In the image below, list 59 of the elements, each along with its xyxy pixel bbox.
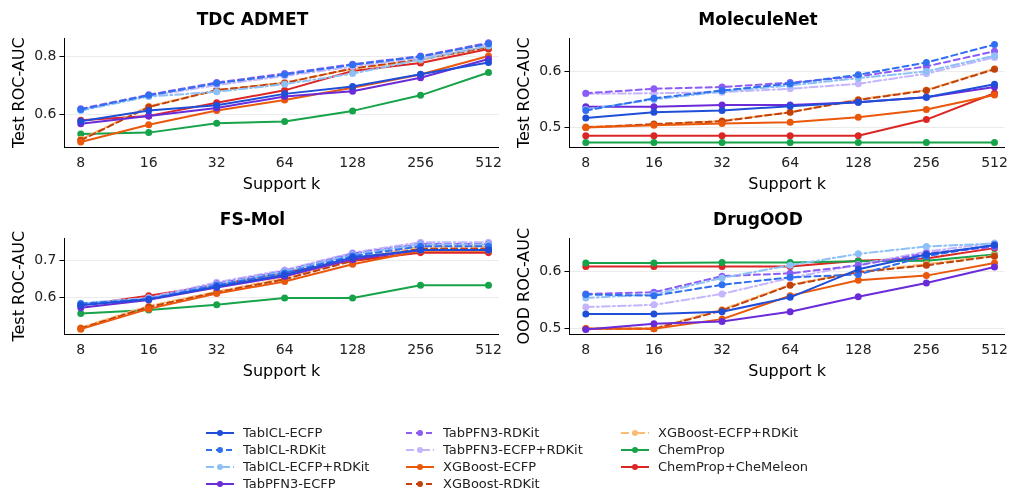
x-tick-label: 8	[581, 154, 591, 171]
x-tick-label: 16	[139, 341, 158, 358]
legend-label: TabICL-ECFP+RDKit	[243, 459, 370, 474]
y-tick-label: 0.6	[539, 62, 562, 79]
x-tick-label: 256	[913, 154, 940, 171]
x-tick-label: 64	[781, 154, 800, 171]
x-tick-label: 16	[139, 154, 158, 171]
legend-label: ChemProp	[658, 442, 725, 457]
x-tick-label: 16	[645, 341, 663, 358]
x-tick-label: 512	[475, 341, 502, 358]
y-tick-label: 0.6	[34, 105, 57, 122]
y-axis-title: OOD ROC-AUC	[513, 227, 533, 345]
x-tick-label: 64	[275, 341, 294, 358]
x-axis-title: Support k	[748, 360, 827, 380]
x-tick-label: 8	[581, 341, 591, 358]
x-tick-label: 512	[981, 341, 1008, 358]
y-tick-label: 0.5	[539, 319, 562, 336]
x-tick-label: 32	[207, 154, 226, 171]
legend-label: XGBoost-ECFP+RDKit	[658, 425, 799, 440]
x-tick-label: 128	[844, 341, 872, 358]
legend-label: XGBoost-ECFP	[443, 459, 536, 474]
x-tick-label: 64	[781, 341, 800, 358]
chart-title: TDC ADMET	[196, 8, 309, 29]
x-tick-label: 512	[475, 154, 502, 171]
x-tick-label: 16	[645, 154, 663, 171]
y-axis-title: Test ROC-AUC	[8, 230, 28, 343]
x-axis-title: Support k	[242, 173, 322, 193]
x-tick-label: 256	[407, 154, 434, 171]
x-tick-label: 512	[981, 154, 1008, 171]
x-tick-label: 32	[713, 154, 731, 171]
x-tick-label: 8	[76, 341, 86, 358]
x-tick-label: 128	[844, 154, 872, 171]
legend-label: XGBoost-RDKit	[443, 476, 540, 491]
x-axis-title: Support k	[748, 173, 827, 193]
y-tick-label: 0.8	[34, 46, 57, 63]
y-axis-title: Test ROC-AUC	[513, 37, 533, 150]
x-tick-label: 32	[207, 341, 226, 358]
x-tick-label: 32	[713, 341, 731, 358]
y-tick-label: 0.7	[34, 250, 57, 267]
legend-label: TabPFN3-ECFP+RDKit	[443, 442, 583, 457]
chart-title: FS-Mol	[219, 208, 286, 229]
x-tick-label: 128	[339, 154, 366, 171]
legend-label: TabPFN3-RDKit	[443, 425, 540, 440]
y-tick-label: 0.5	[539, 118, 562, 135]
x-tick-label: 8	[76, 154, 86, 171]
chart-title: DrugOOD	[713, 208, 803, 229]
x-axis-title: Support k	[242, 360, 322, 380]
y-axis-title: Test ROC-AUC	[8, 37, 28, 150]
legend-label: ChemProp+CheMeleon	[658, 459, 809, 474]
x-tick-label: 128	[339, 341, 366, 358]
x-tick-label: 256	[913, 341, 940, 358]
y-tick-label: 0.6	[34, 288, 57, 305]
legend-label: TabICL-ECFP	[243, 425, 323, 440]
x-tick-label: 256	[407, 341, 434, 358]
chart-title: MoleculeNet	[698, 8, 818, 29]
legend-label: TabICL-RDKit	[243, 442, 326, 457]
legend-label: TabPFN3-ECFP	[243, 476, 336, 491]
x-tick-label: 64	[275, 154, 294, 171]
y-tick-label: 0.6	[539, 262, 562, 279]
